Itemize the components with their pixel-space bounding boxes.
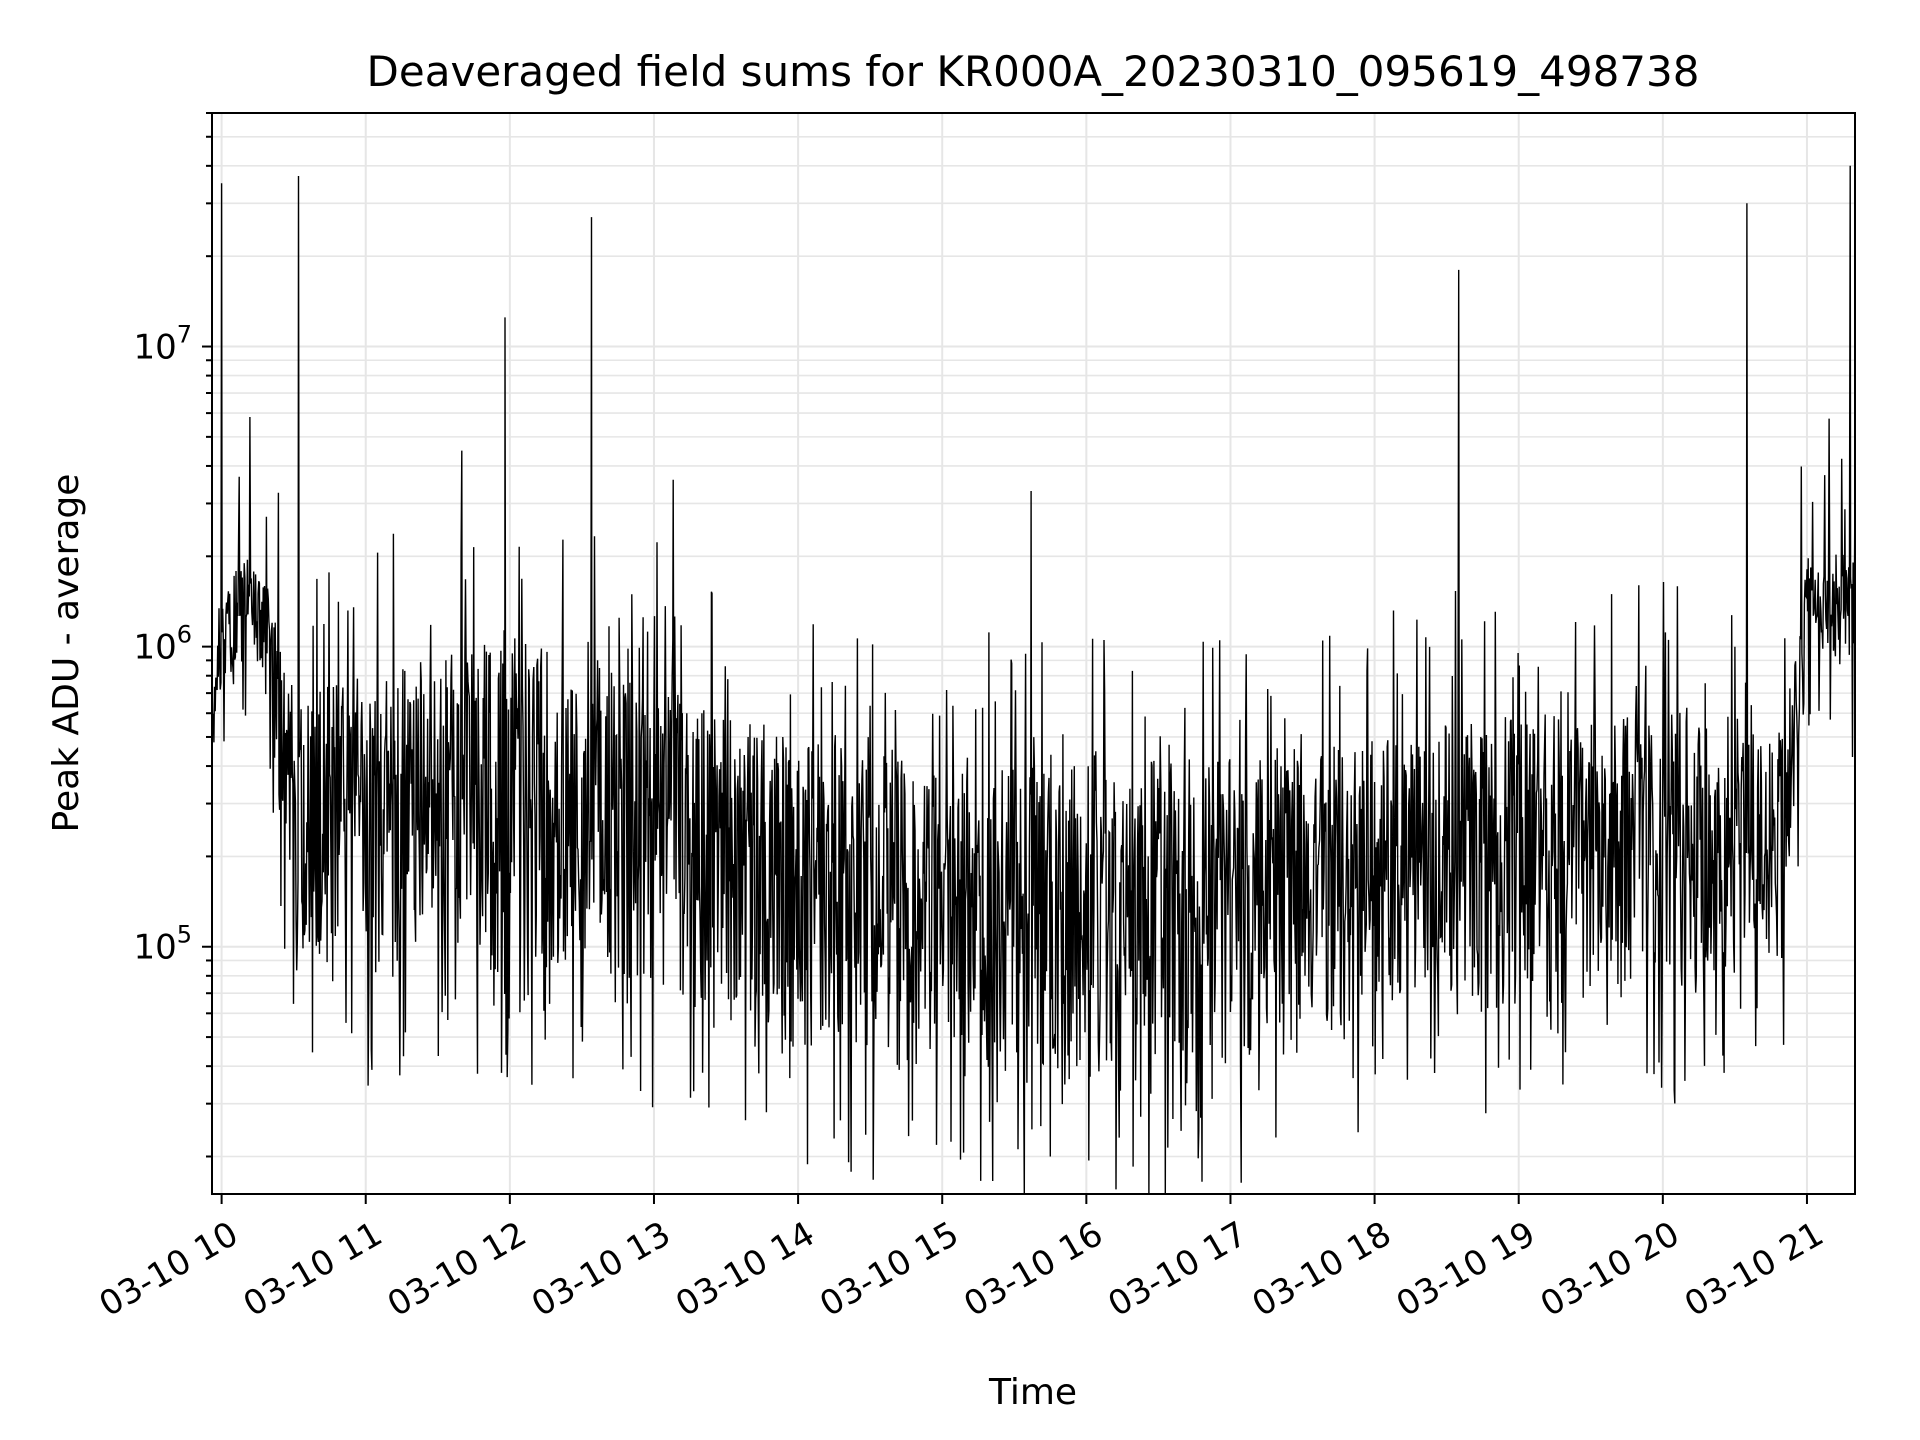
y-tick-exponent: 5 xyxy=(177,921,192,949)
y-tick-label: 105 xyxy=(133,921,192,968)
y-tick-base: 10 xyxy=(133,928,176,968)
y-tick-exponent: 6 xyxy=(177,621,192,649)
series-layer xyxy=(211,165,1856,1195)
y-tick-label: 106 xyxy=(133,621,192,668)
x-axis-title: Time xyxy=(988,1372,1077,1413)
y-tick-label: 107 xyxy=(133,321,192,368)
series-line xyxy=(211,165,1856,1195)
plot-frame xyxy=(211,112,1856,1195)
y-tick-base: 10 xyxy=(133,628,176,668)
chart-title: Deaveraged field sums for KR000A_2023031… xyxy=(367,47,1700,96)
y-tick-base: 10 xyxy=(133,328,176,368)
y-axis-title: Peak ADU - average xyxy=(46,474,87,833)
y-tick-exponent: 7 xyxy=(177,321,192,349)
